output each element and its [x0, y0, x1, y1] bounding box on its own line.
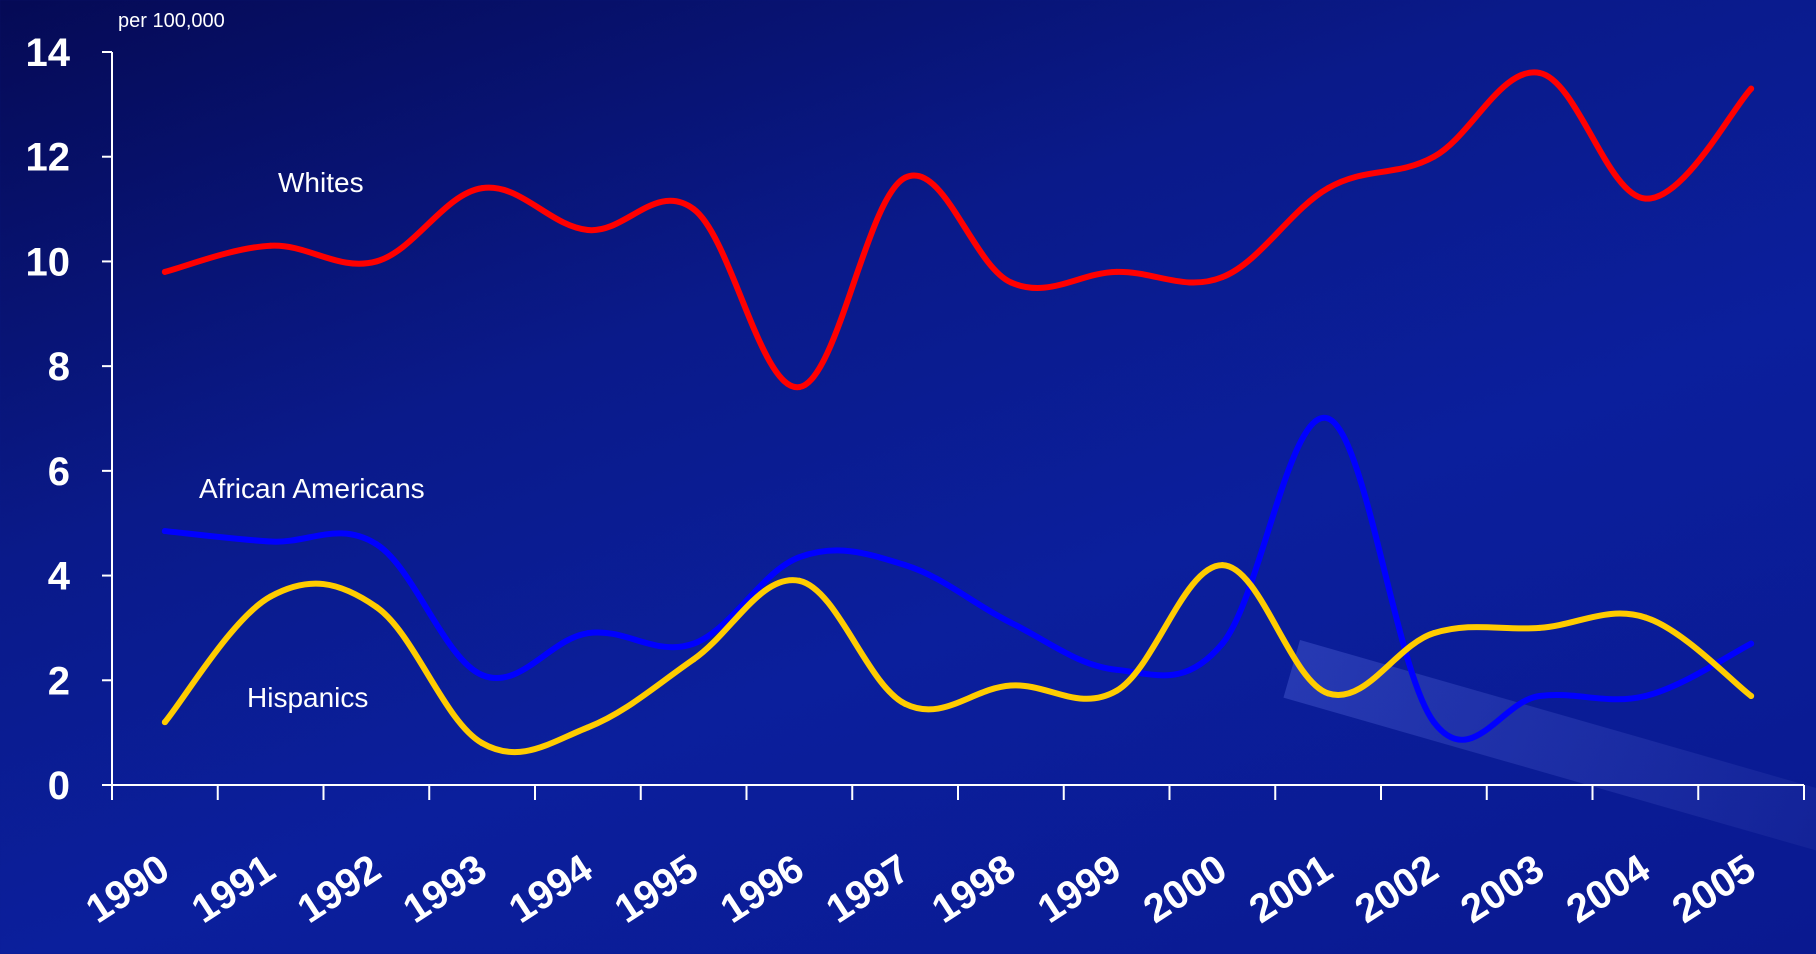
- data-point-hispanics: [584, 724, 591, 731]
- data-point-african-americans: [584, 630, 591, 637]
- series-label-african-americans: African Americans: [199, 473, 425, 504]
- data-point-hispanics: [161, 719, 168, 726]
- x-tick-label: 1997: [819, 846, 918, 931]
- x-tick-label: 2001: [1242, 846, 1341, 931]
- y-unit-label: per 100,000: [118, 10, 225, 32]
- series-line-african-americans: [161, 415, 1755, 743]
- data-point-hispanics: [479, 740, 486, 747]
- data-point-whites: [902, 174, 909, 181]
- data-point-hispanics: [1113, 687, 1120, 694]
- data-point-african-americans: [1325, 415, 1332, 422]
- x-tick-label: 2000: [1136, 846, 1235, 931]
- data-point-hispanics: [267, 593, 274, 600]
- y-tick-label: 2: [48, 659, 70, 703]
- data-point-whites: [161, 268, 168, 275]
- y-tick-label: 0: [48, 764, 70, 808]
- data-point-hispanics: [1748, 692, 1755, 699]
- data-point-hispanics: [1536, 624, 1543, 631]
- data-point-hispanics: [1007, 682, 1014, 689]
- y-tick-label: 10: [26, 240, 71, 284]
- series-lines: [161, 69, 1755, 756]
- data-point-hispanics: [690, 656, 697, 663]
- data-point-african-americans: [161, 528, 168, 535]
- series-label-whites: Whites: [278, 167, 364, 198]
- data-point-hispanics: [1325, 690, 1332, 697]
- data-point-whites: [690, 206, 697, 213]
- data-point-whites: [267, 242, 274, 249]
- x-tick-label: 2005: [1665, 846, 1764, 931]
- y-tick-label: 6: [48, 450, 70, 494]
- data-point-whites: [1748, 85, 1755, 92]
- data-point-whites: [373, 258, 380, 265]
- data-point-whites: [1325, 185, 1332, 192]
- x-tick-label: 1999: [1030, 846, 1129, 931]
- data-point-african-americans: [796, 554, 803, 561]
- x-tick-label: 2003: [1453, 846, 1552, 931]
- data-point-hispanics: [1430, 630, 1437, 637]
- data-point-african-americans: [1536, 692, 1543, 699]
- y-tick-label: 4: [48, 555, 71, 599]
- data-point-hispanics: [1219, 562, 1226, 569]
- data-point-whites: [796, 384, 803, 391]
- data-point-whites: [1219, 274, 1226, 281]
- data-point-african-americans: [1748, 640, 1755, 647]
- x-tick-label: 2004: [1559, 846, 1658, 932]
- x-tick-label: 1998: [924, 846, 1023, 931]
- data-point-whites: [1642, 195, 1649, 202]
- data-point-african-americans: [1430, 719, 1437, 726]
- data-point-african-americans: [1642, 692, 1649, 699]
- data-point-whites: [479, 185, 486, 192]
- data-point-african-americans: [267, 538, 274, 545]
- series-line-whites: [161, 69, 1755, 391]
- data-point-hispanics: [902, 700, 909, 707]
- data-point-whites: [584, 227, 591, 234]
- data-point-whites: [1113, 268, 1120, 275]
- x-tick-label: 1995: [607, 846, 706, 931]
- data-point-whites: [1007, 279, 1014, 286]
- data-point-african-americans: [373, 541, 380, 548]
- data-point-hispanics: [1642, 614, 1649, 621]
- data-point-african-americans: [1219, 640, 1226, 647]
- series-line-hispanics: [161, 562, 1755, 756]
- x-tick-label: 1996: [713, 846, 812, 931]
- y-tick-label: 8: [48, 345, 70, 389]
- data-point-whites: [1430, 153, 1437, 160]
- x-tick-label: 1990: [78, 846, 177, 931]
- x-tick-label: 1992: [290, 846, 389, 931]
- data-point-african-americans: [902, 562, 909, 569]
- data-point-hispanics: [373, 603, 380, 610]
- data-point-african-americans: [1007, 619, 1014, 626]
- x-tick-label: 1994: [501, 846, 600, 932]
- series-label-hispanics: Hispanics: [247, 682, 368, 713]
- data-point-african-americans: [479, 672, 486, 679]
- data-point-african-americans: [690, 640, 697, 647]
- x-tick-label: 2002: [1347, 846, 1446, 931]
- y-tick-label: 12: [26, 136, 71, 180]
- data-point-african-americans: [1113, 666, 1120, 673]
- y-tick-label: 14: [26, 31, 71, 75]
- x-tick-label: 1991: [184, 846, 283, 931]
- series-labels: Whites African Americans Hispanics: [199, 167, 425, 713]
- data-point-whites: [1536, 69, 1543, 76]
- x-tick-label: 1993: [396, 846, 495, 931]
- data-point-hispanics: [796, 577, 803, 584]
